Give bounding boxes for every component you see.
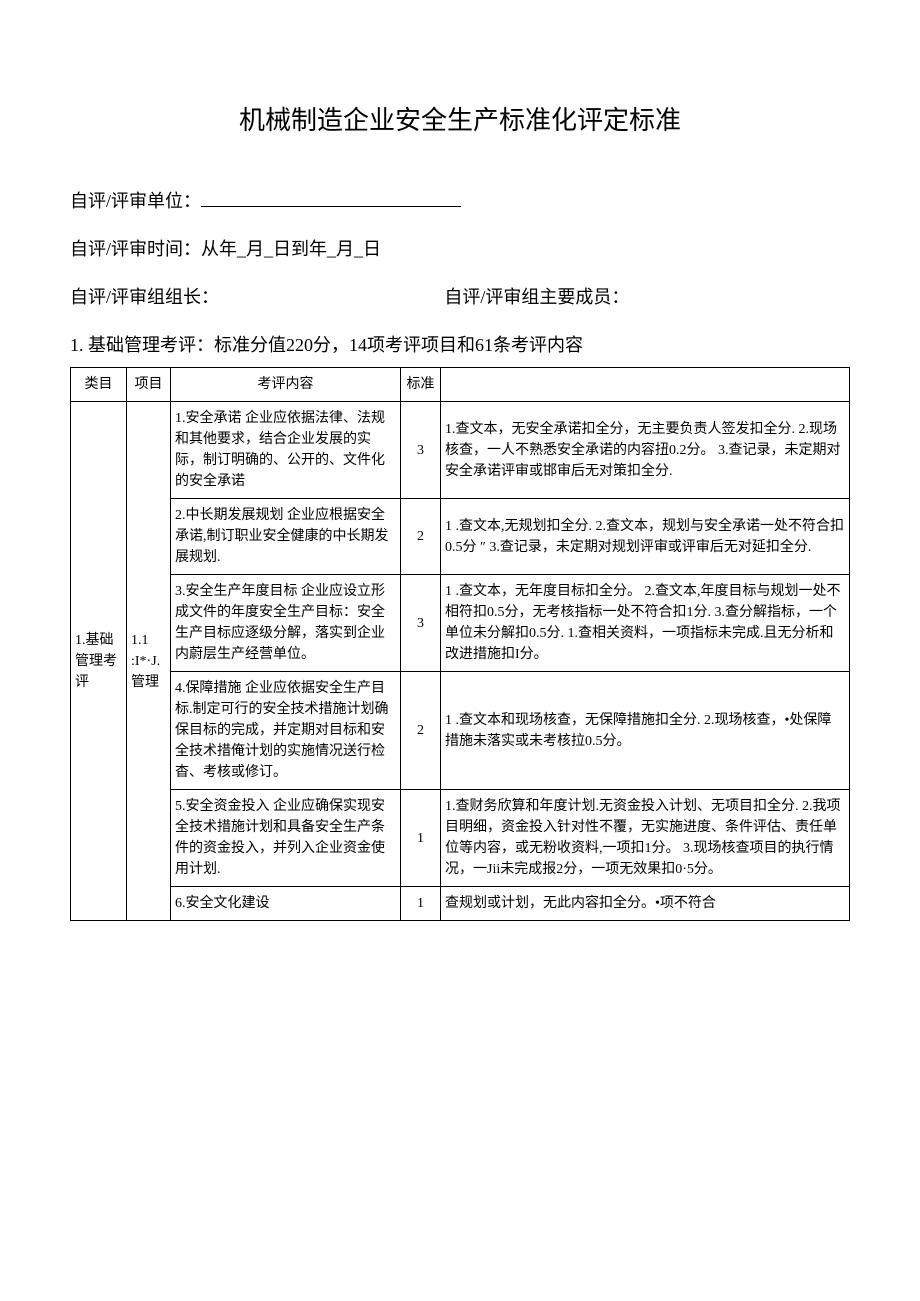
score-cell: 1: [401, 790, 441, 887]
unit-blank: [201, 188, 461, 207]
col-content: 考评内容: [171, 368, 401, 402]
col-basis: [441, 368, 850, 402]
basis-cell: 1 .查文本,无规划扣全分. 2.查文本，规划与安全承诺一处不符合扣0.5分 ″…: [441, 499, 850, 575]
table-header-row: 类目 项目 考评内容 标准: [71, 368, 850, 402]
content-cell: 5.安全资金投入 企业应确保实现安全技术措施计划和具备安全生产条件的资金投入，并…: [171, 790, 401, 887]
basis-cell: 1 .查文本，无年度目标扣全分。 2.查文本,年度目标与规划一处不相符扣0.5分…: [441, 575, 850, 672]
score-cell: 2: [401, 672, 441, 790]
table-row: 6.安全文化建设 1 查规划或计划，无此内容扣全分。•项不符合: [71, 887, 850, 921]
members-label: 自评/评审组主要成员：: [444, 283, 850, 309]
table-row: 3.安全生产年度目标 企业应设立形成文件的年度安全生产目标：安全生产目标应逐级分…: [71, 575, 850, 672]
table-row: 4.保障措施 企业应依据安全生产目标.制定可行的安全技术措施计划确保目标的完成，…: [71, 672, 850, 790]
eval-table: 类目 项目 考评内容 标准 1.基础管理考评 1.1 :I*·J. 管理 1.安…: [70, 367, 850, 921]
page-title: 机械制造企业安全生产标准化评定标准: [70, 100, 850, 137]
unit-line: 自评/评审单位：: [70, 187, 850, 213]
project-cell: 1.1 :I*·J. 管理: [127, 402, 171, 921]
basis-cell: 1 .查文本和现场核查，无保障措施扣全分. 2.现场核查，•处保障措施未落实或未…: [441, 672, 850, 790]
leader-label: 自评/评审组组长：: [70, 283, 444, 309]
score-cell: 3: [401, 402, 441, 499]
content-cell: 4.保障措施 企业应依据安全生产目标.制定可行的安全技术措施计划确保目标的完成，…: [171, 672, 401, 790]
table-row: 1.基础管理考评 1.1 :I*·J. 管理 1.安全承诺 企业应依据法律、法规…: [71, 402, 850, 499]
category-cell: 1.基础管理考评: [71, 402, 127, 921]
score-cell: 1: [401, 887, 441, 921]
basis-cell: 1.查财务欣算和年度计划.无资金投入计划、无项目扣全分. 2.我项目明细，资金投…: [441, 790, 850, 887]
content-cell: 1.安全承诺 企业应依据法律、法规和其他要求，结合企业发展的实际，制订明确的、公…: [171, 402, 401, 499]
col-project: 项目: [127, 368, 171, 402]
basis-cell: 1.查文本，无安全承诺扣全分，无主要负责人签发扣全分. 2.现场核查，一人不熟悉…: [441, 402, 850, 499]
unit-label: 自评/评审单位：: [70, 191, 201, 211]
table-row: 5.安全资金投入 企业应确保实现安全技术措施计划和具备安全生产条件的资金投入，并…: [71, 790, 850, 887]
score-cell: 3: [401, 575, 441, 672]
col-category: 类目: [71, 368, 127, 402]
time-line: 自评/评审时间：从年_月_日到年_月_日: [70, 235, 850, 261]
content-cell: 3.安全生产年度目标 企业应设立形成文件的年度安全生产目标：安全生产目标应逐级分…: [171, 575, 401, 672]
content-cell: 2.中长期发展规划 企业应根据安全承诺,制订职业安全健康的中长期发展规划.: [171, 499, 401, 575]
basis-cell: 查规划或计划，无此内容扣全分。•项不符合: [441, 887, 850, 921]
table-row: 2.中长期发展规划 企业应根据安全承诺,制订职业安全健康的中长期发展规划. 2 …: [71, 499, 850, 575]
content-cell: 6.安全文化建设: [171, 887, 401, 921]
section1-head: 1. 基础管理考评：标准分值220分，14项考评项目和61条考评内容: [70, 331, 850, 357]
col-score: 标准: [401, 368, 441, 402]
score-cell: 2: [401, 499, 441, 575]
